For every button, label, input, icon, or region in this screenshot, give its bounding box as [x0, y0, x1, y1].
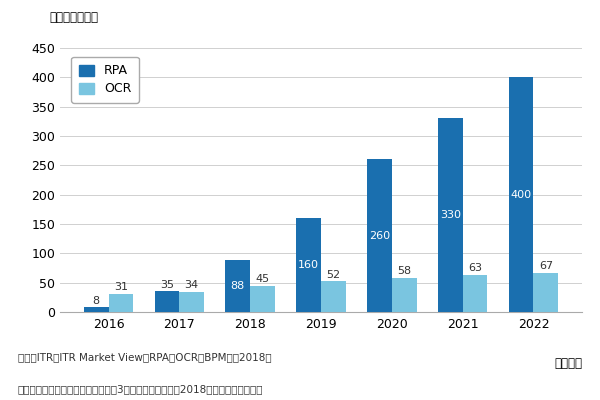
- Text: 260: 260: [369, 231, 390, 241]
- Text: 45: 45: [256, 274, 269, 284]
- Text: （年度）: （年度）: [554, 357, 582, 370]
- Legend: RPA, OCR: RPA, OCR: [71, 57, 139, 103]
- Bar: [226, 260, 250, 312]
- Bar: [533, 273, 558, 312]
- Bar: [84, 307, 109, 312]
- Text: 160: 160: [298, 260, 319, 270]
- Bar: [438, 118, 463, 312]
- Bar: [179, 292, 204, 312]
- Text: 58: 58: [397, 266, 411, 276]
- Bar: [367, 160, 392, 312]
- Text: 35: 35: [160, 280, 174, 290]
- Bar: [463, 275, 487, 312]
- Bar: [509, 77, 533, 312]
- Bar: [250, 286, 275, 312]
- Bar: [109, 294, 133, 312]
- Text: 67: 67: [539, 261, 553, 271]
- Text: 31: 31: [114, 282, 128, 292]
- Text: ＊ベンダーの売上金額を対象とし、3月期ベースで換算。2018年度以降は予測値。: ＊ベンダーの売上金額を対象とし、3月期ベースで換算。2018年度以降は予測値。: [18, 384, 263, 394]
- Text: 400: 400: [511, 190, 532, 200]
- Text: 34: 34: [185, 280, 199, 290]
- Bar: [392, 278, 416, 312]
- Text: 330: 330: [440, 210, 461, 220]
- Bar: [321, 282, 346, 312]
- Text: 8: 8: [92, 296, 100, 306]
- Text: 88: 88: [230, 281, 245, 291]
- Text: （単位：億円）: （単位：億円）: [50, 11, 98, 24]
- Bar: [296, 218, 321, 312]
- Text: 63: 63: [468, 263, 482, 273]
- Text: 出典：ITR『ITR Market View：RPA／OCR／BPM市场2018』: 出典：ITR『ITR Market View：RPA／OCR／BPM市场2018…: [18, 352, 272, 362]
- Bar: [155, 292, 179, 312]
- Text: 52: 52: [326, 270, 340, 280]
